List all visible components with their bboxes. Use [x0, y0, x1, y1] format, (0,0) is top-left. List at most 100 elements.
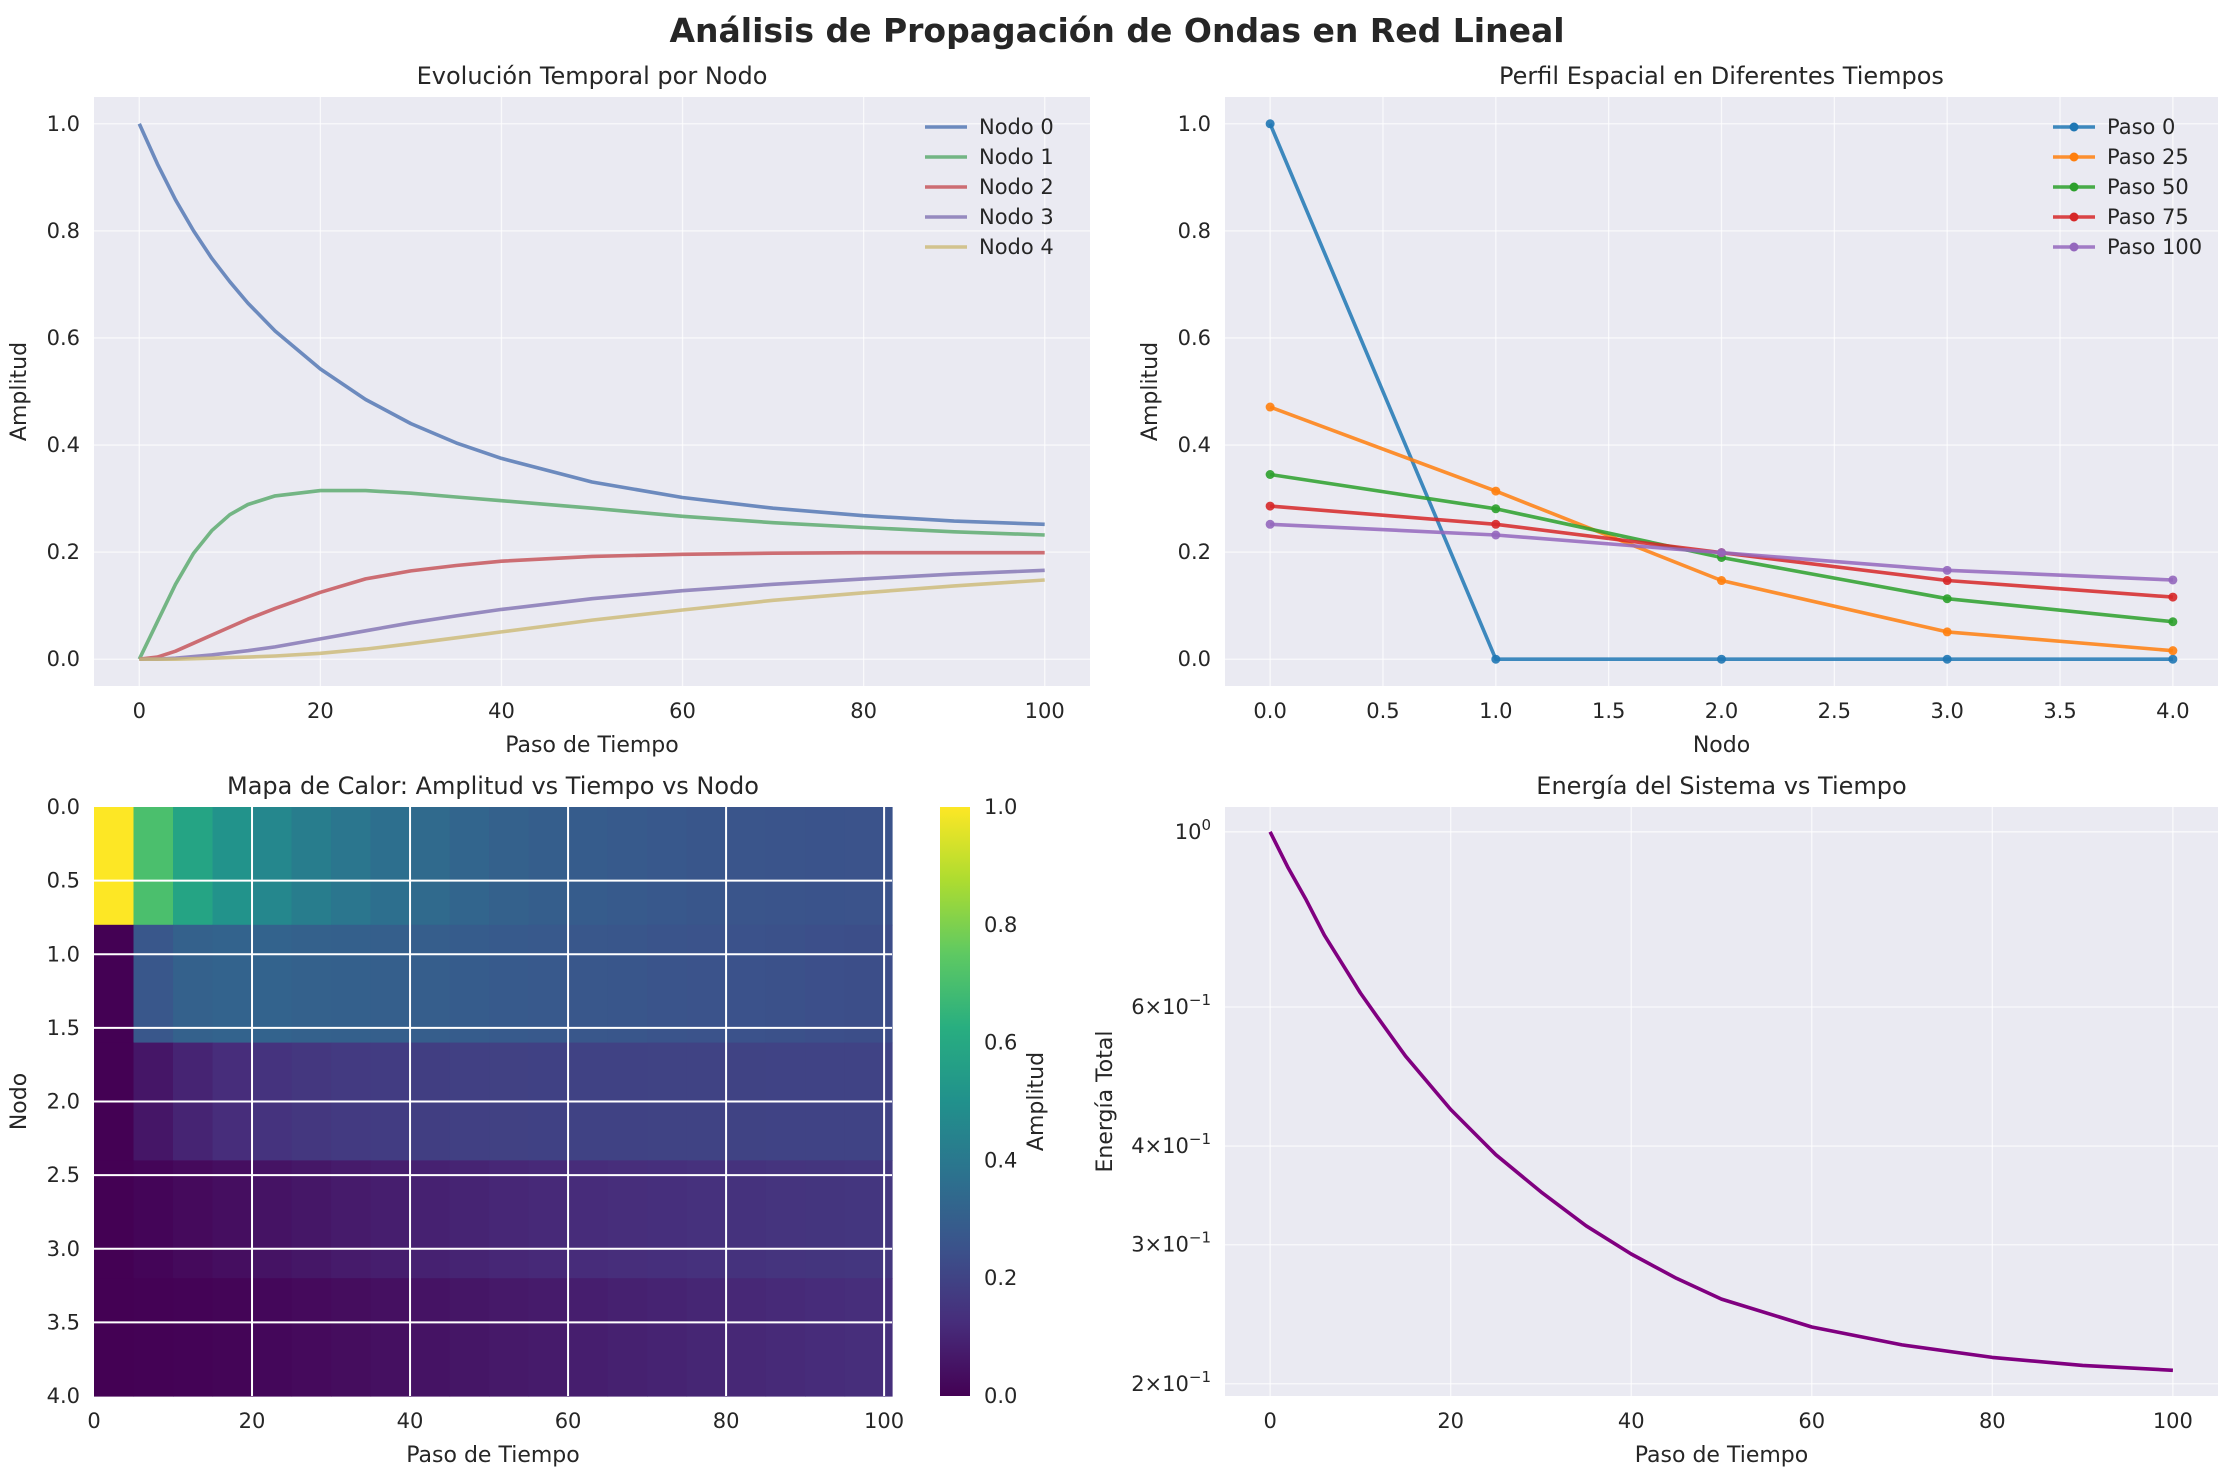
- series-line-nodo-4: [139, 578, 1045, 662]
- heatmap-cell: [607, 1278, 648, 1397]
- x-tick-label: 60: [1798, 1409, 1825, 1433]
- heatmap-cell: [94, 924, 135, 1044]
- x-tick-label: 2.0: [1705, 699, 1738, 723]
- heatmap-cell: [370, 807, 411, 926]
- heatmap-cell: [844, 1160, 885, 1279]
- heatmap-cell: [528, 924, 569, 1044]
- x-tick-label: 1.5: [1592, 699, 1625, 723]
- heatmap-cell: [489, 924, 530, 1044]
- legend-label: Paso 100: [2107, 235, 2202, 259]
- heatmap-cell: [94, 807, 135, 926]
- colorbar-tick-label: 0.2: [984, 1266, 1017, 1290]
- y-tick-label: 0.8: [47, 219, 80, 243]
- y-tick-label: 0.2: [1178, 540, 1211, 564]
- data-point-paso-0: [2168, 654, 2178, 664]
- x-tick-label: 0: [133, 699, 146, 723]
- heatmap-cell: [370, 924, 411, 1044]
- heatmap-cell: [607, 807, 648, 926]
- legend-marker: [2069, 152, 2079, 162]
- y-tick-label: 2×10−1: [1131, 1368, 1211, 1396]
- heatmap-cell: [726, 924, 767, 1044]
- heatmap-cell: [370, 1160, 411, 1279]
- y-tick-label: 0.6: [1178, 326, 1211, 350]
- x-tick-label: 4.0: [2156, 699, 2189, 723]
- data-point-paso-25: [1491, 486, 1501, 496]
- heatmap-cell: [252, 1160, 293, 1279]
- data-point-paso-25: [1717, 576, 1726, 586]
- heatmap-cell: [686, 1160, 727, 1279]
- y-tick-label-base: 10: [1175, 820, 1202, 844]
- heatmap-cell: [805, 1278, 846, 1397]
- y-axis-label: Energía Total: [1093, 1031, 1118, 1173]
- heatmap-cell: [410, 1160, 451, 1279]
- y-tick-label-exponent: −1: [1189, 1229, 1211, 1247]
- x-tick-label: 60: [669, 699, 696, 723]
- x-tick-label: 3.5: [2043, 699, 2076, 723]
- heatmap-cell: [252, 807, 293, 926]
- heatmap-cell: [449, 807, 490, 926]
- x-tick-label: 0.0: [1253, 699, 1286, 723]
- colorbar-tick-label: 0.0: [984, 1384, 1017, 1408]
- chart-title: Energía del Sistema vs Tiempo: [1536, 772, 1906, 800]
- y-tick-label: 0.2: [47, 540, 80, 564]
- heatmap-cell: [726, 1160, 767, 1279]
- legend-label: Nodo 1: [979, 145, 1054, 169]
- y-tick-label: 4×10−1: [1131, 1130, 1211, 1158]
- y-tick-label: 1.0: [47, 942, 80, 966]
- data-point-paso-100: [1717, 548, 1726, 558]
- x-tick-label: 1.0: [1479, 699, 1512, 723]
- heatmap-cell: [528, 1160, 569, 1279]
- y-axis-label: Amplitud: [1138, 342, 1163, 441]
- heatmap-cell: [607, 1160, 648, 1279]
- legend-label: Paso 0: [2107, 115, 2175, 139]
- colorbar-tick-label: 0.8: [984, 913, 1017, 937]
- x-tick-label: 100: [864, 1409, 904, 1433]
- legend-label: Nodo 2: [979, 175, 1054, 199]
- heatmap-cell: [489, 1160, 530, 1279]
- heatmap-cell: [94, 1160, 135, 1279]
- heatmap-cell: [449, 1160, 490, 1279]
- data-point-paso-50: [2168, 617, 2178, 627]
- y-tick-label-base: 2×10: [1131, 1372, 1189, 1396]
- heatmap-cell: [489, 1278, 530, 1397]
- legend-marker: [2069, 242, 2079, 252]
- heatmap-cell: [212, 924, 253, 1044]
- heatmap-cell: [173, 924, 214, 1044]
- x-tick-label: 80: [850, 699, 877, 723]
- y-tick-label-base: 4×10: [1131, 1134, 1189, 1158]
- y-tick-label: 2.5: [47, 1163, 80, 1187]
- heatmap-cell: [331, 1160, 372, 1279]
- heatmap-cell: [805, 1160, 846, 1279]
- heatmap-cell: [410, 807, 451, 926]
- x-tick-label: 80: [1979, 1409, 2006, 1433]
- data-point-paso-0: [1942, 654, 1952, 664]
- heatmap-cell: [805, 924, 846, 1044]
- data-point-paso-0: [1491, 654, 1501, 664]
- heatmap-cell: [765, 807, 806, 926]
- x-tick-label: 100: [1025, 699, 1065, 723]
- y-tick-label: 0.5: [47, 869, 80, 893]
- heatmap-cell: [647, 924, 688, 1044]
- series-line-energy: [1268, 830, 2173, 1373]
- legend-label: Nodo 3: [979, 205, 1054, 229]
- heatmap-cell: [844, 1278, 885, 1397]
- y-tick-label: 1.0: [47, 112, 80, 136]
- heatmap-cell: [252, 1278, 293, 1397]
- legend-marker: [2069, 212, 2079, 222]
- heatmap-cell: [331, 1278, 372, 1397]
- x-tick-label: 40: [397, 1409, 424, 1433]
- heatmap-cell: [844, 807, 885, 926]
- heatmap-cell: [489, 807, 530, 926]
- data-point-paso-25: [1942, 627, 1952, 637]
- heatmap-cell: [291, 807, 332, 926]
- panel-heatmap: 0 20 40 60 80 100 0.0 0.5 1.0 1.5 2.0 2.5 3.0 3.5 4.0 M…: [7, 772, 1049, 1468]
- heatmap-cell: [805, 807, 846, 926]
- y-tick-label: 4.0: [47, 1384, 80, 1408]
- x-tick-label: 80: [713, 1409, 740, 1433]
- legend-label: Paso 25: [2107, 145, 2189, 169]
- series-line-nodo-0: [137, 123, 1045, 527]
- x-axis-label: Paso de Tiempo: [505, 733, 678, 758]
- data-point-paso-50: [1942, 594, 1952, 604]
- heatmap-cell: [568, 807, 609, 926]
- heatmap-cell: [291, 1278, 332, 1397]
